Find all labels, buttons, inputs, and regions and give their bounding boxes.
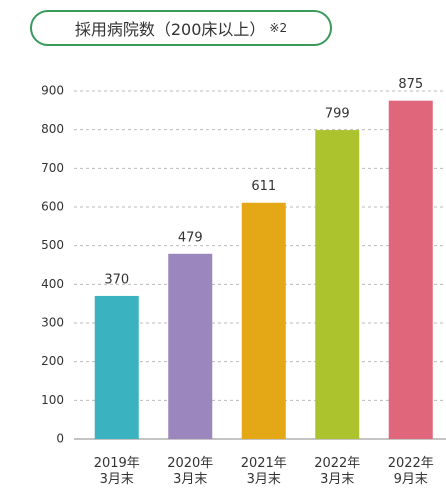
value-label: 370: [104, 272, 129, 287]
x-tick-label: 2021年 3月末: [240, 456, 287, 487]
y-tick-label: 0: [56, 432, 64, 446]
x-tick-label: 2019年 3月末: [93, 456, 140, 487]
value-label: 611: [251, 179, 276, 194]
y-tick-label: 800: [41, 122, 64, 136]
value-label: 799: [325, 107, 350, 122]
chart-title: 採用病院数（200床以上）: [74, 20, 266, 39]
bar: [315, 130, 360, 439]
y-tick-label: 700: [41, 161, 64, 175]
bar: [388, 100, 433, 440]
bar: [241, 202, 286, 439]
value-label: 875: [398, 77, 423, 92]
x-tick-label: 2022年 9月末: [387, 456, 434, 487]
title-box: 採用病院数（200床以上） ※2: [30, 10, 332, 46]
bar: [168, 253, 213, 439]
value-label: 479: [178, 230, 203, 245]
bar: [94, 295, 139, 439]
y-tick-label: 400: [41, 277, 64, 291]
title-note: ※2: [269, 21, 288, 35]
y-tick-label: 300: [41, 316, 64, 330]
y-tick-label: 600: [41, 200, 64, 214]
y-tick-label: 900: [41, 84, 64, 98]
y-tick-label: 500: [41, 238, 64, 252]
x-tick-label: 2020年 3月末: [167, 456, 214, 487]
x-tick-label: 2022年 3月末: [314, 456, 361, 487]
y-tick-label: 100: [41, 393, 64, 407]
y-tick-label: 200: [41, 354, 64, 368]
